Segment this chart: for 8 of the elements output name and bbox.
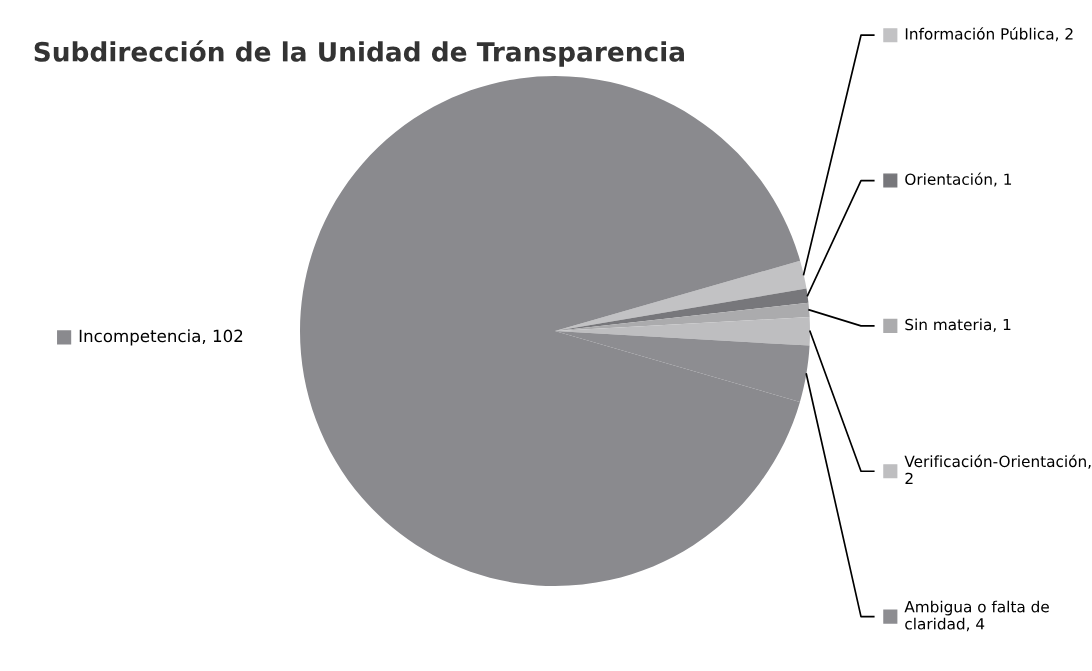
legend-label: Información Pública, 2 [905,27,1073,42]
legend-label: Orientación, 1 [905,172,1012,187]
text: Subdirección de la Unidad de Transparencia [34,40,684,67]
legend-label: Sin materia, 1 [905,318,1011,332]
pie-slice [555,288,809,331]
legend-label: Incompetencia, 102 [79,329,243,346]
legend-label: Verificación-Orientación, 2 [904,454,1091,485]
legend-label: Ambigua o falta de claridad, 4 [904,600,1049,632]
